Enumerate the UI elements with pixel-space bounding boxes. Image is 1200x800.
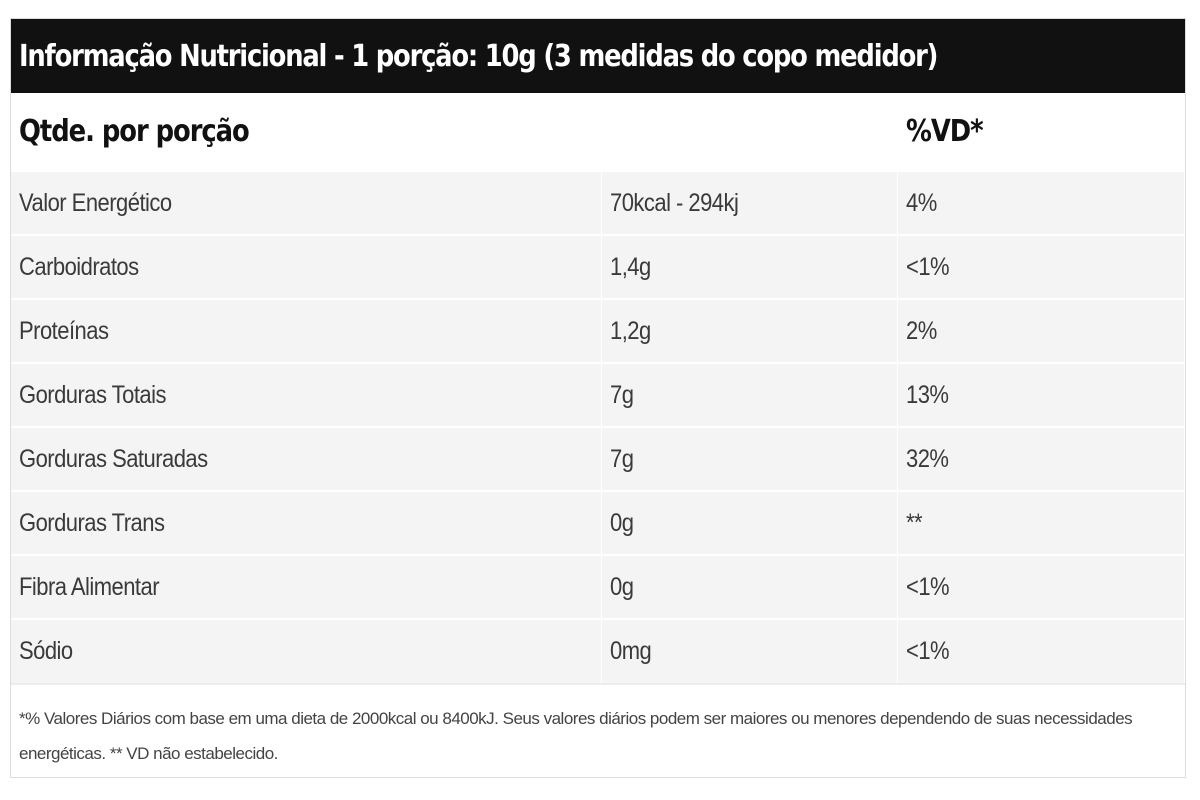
nutrient-name: Gorduras Trans — [11, 490, 602, 555]
nutrition-title-bar: Informação Nutricional - 1 porção: 10g (… — [11, 19, 1185, 93]
table-row: Proteínas 1,2g 2% — [11, 298, 1185, 363]
nutrient-amount: 1,2g — [601, 298, 898, 363]
nutrient-amount: 0mg — [601, 618, 898, 683]
header-daily-value: %VD* — [897, 93, 1185, 171]
table-row: Gorduras Trans 0g ** — [11, 490, 1185, 555]
nutrient-daily-value: 13% — [897, 362, 1185, 427]
nutrient-name: Sódio — [11, 618, 602, 683]
nutrient-amount: 70kcal - 294kj — [601, 170, 898, 235]
table-row: Sódio 0mg <1% — [11, 618, 1185, 683]
nutrient-daily-value: <1% — [897, 234, 1185, 299]
nutrition-table: Qtde. por porção %VD* Valor Energético 7… — [11, 93, 1185, 683]
footnote-line-1: *% Valores Diários com base em uma dieta… — [19, 709, 1133, 728]
nutrition-title: Informação Nutricional - 1 porção: 10g (… — [19, 38, 938, 74]
nutrient-daily-value: 32% — [897, 426, 1185, 491]
table-row: Carboidratos 1,4g <1% — [11, 234, 1185, 299]
nutrient-daily-value: <1% — [897, 618, 1185, 683]
nutrient-daily-value: ** — [897, 490, 1185, 555]
nutrient-amount: 0g — [601, 490, 898, 555]
nutrient-daily-value: 2% — [897, 298, 1185, 363]
nutrient-amount: 7g — [601, 426, 898, 491]
nutrient-name: Gorduras Totais — [11, 362, 602, 427]
nutrient-name: Proteínas — [11, 298, 602, 363]
nutrient-name: Valor Energético — [11, 170, 602, 235]
nutrient-amount: 0g — [601, 554, 898, 619]
footnote: *% Valores Diários com base em uma dieta… — [11, 683, 1185, 771]
table-row: Gorduras Saturadas 7g 32% — [11, 426, 1185, 491]
table-row: Fibra Alimentar 0g <1% — [11, 554, 1185, 619]
nutrient-name: Carboidratos — [11, 234, 602, 299]
nutrition-facts-panel: Informação Nutricional - 1 porção: 10g (… — [10, 18, 1186, 778]
nutrient-name: Fibra Alimentar — [11, 554, 602, 619]
header-amount — [601, 93, 898, 171]
footnote-line-2: energéticas. ** VD não estabelecido. — [19, 744, 278, 763]
nutrient-daily-value: <1% — [897, 554, 1185, 619]
header-portion-label: Qtde. por porção — [11, 93, 602, 171]
nutrient-amount: 7g — [601, 362, 898, 427]
nutrient-amount: 1,4g — [601, 234, 898, 299]
nutrient-daily-value: 4% — [897, 170, 1185, 235]
table-row: Gorduras Totais 7g 13% — [11, 362, 1185, 427]
table-row: Valor Energético 70kcal - 294kj 4% — [11, 170, 1185, 235]
table-header-row: Qtde. por porção %VD* — [11, 93, 1185, 171]
nutrient-name: Gorduras Saturadas — [11, 426, 602, 491]
